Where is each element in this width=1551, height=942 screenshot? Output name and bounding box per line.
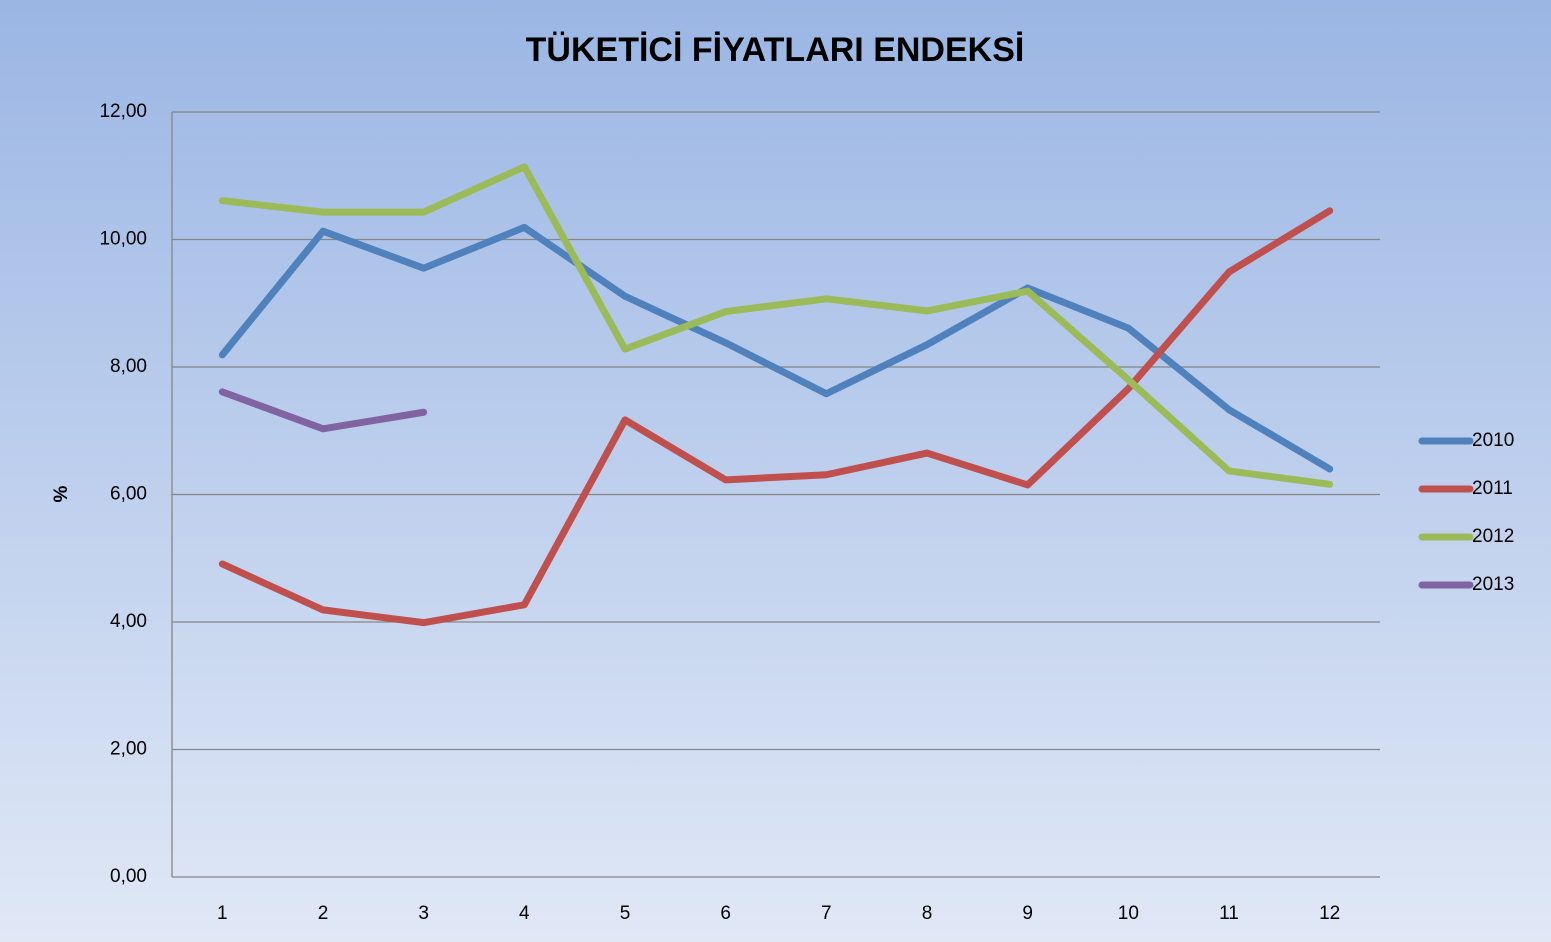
- series-line: [218, 207, 1334, 627]
- x-tick-label: 3: [418, 903, 429, 924]
- x-tick-label: 5: [620, 903, 631, 924]
- x-tick-label: 12: [1319, 903, 1340, 924]
- x-tick-label: 10: [1118, 903, 1139, 924]
- x-tick-label: 8: [922, 903, 933, 924]
- y-tick-label: 0,00: [110, 866, 147, 887]
- series-line: [218, 163, 1334, 488]
- x-tick-label: 2: [318, 903, 329, 924]
- series-line: [218, 223, 1334, 473]
- y-tick-label: 12,00: [99, 101, 147, 122]
- y-tick-label: 2,00: [110, 739, 147, 760]
- x-tick-label: 7: [821, 903, 832, 924]
- y-axis-label: %: [51, 485, 72, 502]
- series-line: [218, 388, 428, 433]
- x-tick-label: 4: [519, 903, 530, 924]
- y-tick-label: 10,00: [99, 229, 147, 250]
- x-tick-label: 11: [1219, 903, 1239, 924]
- x-tick-label: 9: [1022, 903, 1033, 924]
- legend-label: 2011: [1472, 478, 1513, 499]
- legend-label: 2010: [1472, 430, 1514, 451]
- chart-title: TÜKETİCİ FİYATLARI ENDEKSİ: [526, 31, 1025, 69]
- y-tick-label: 4,00: [110, 611, 147, 632]
- legend-label: 2013: [1472, 574, 1514, 595]
- x-tick-label: 6: [720, 903, 731, 924]
- x-tick-label: 1: [217, 903, 228, 924]
- legend-label: 2012: [1472, 526, 1514, 547]
- y-tick-label: 6,00: [110, 484, 147, 505]
- y-tick-label: 8,00: [110, 356, 147, 377]
